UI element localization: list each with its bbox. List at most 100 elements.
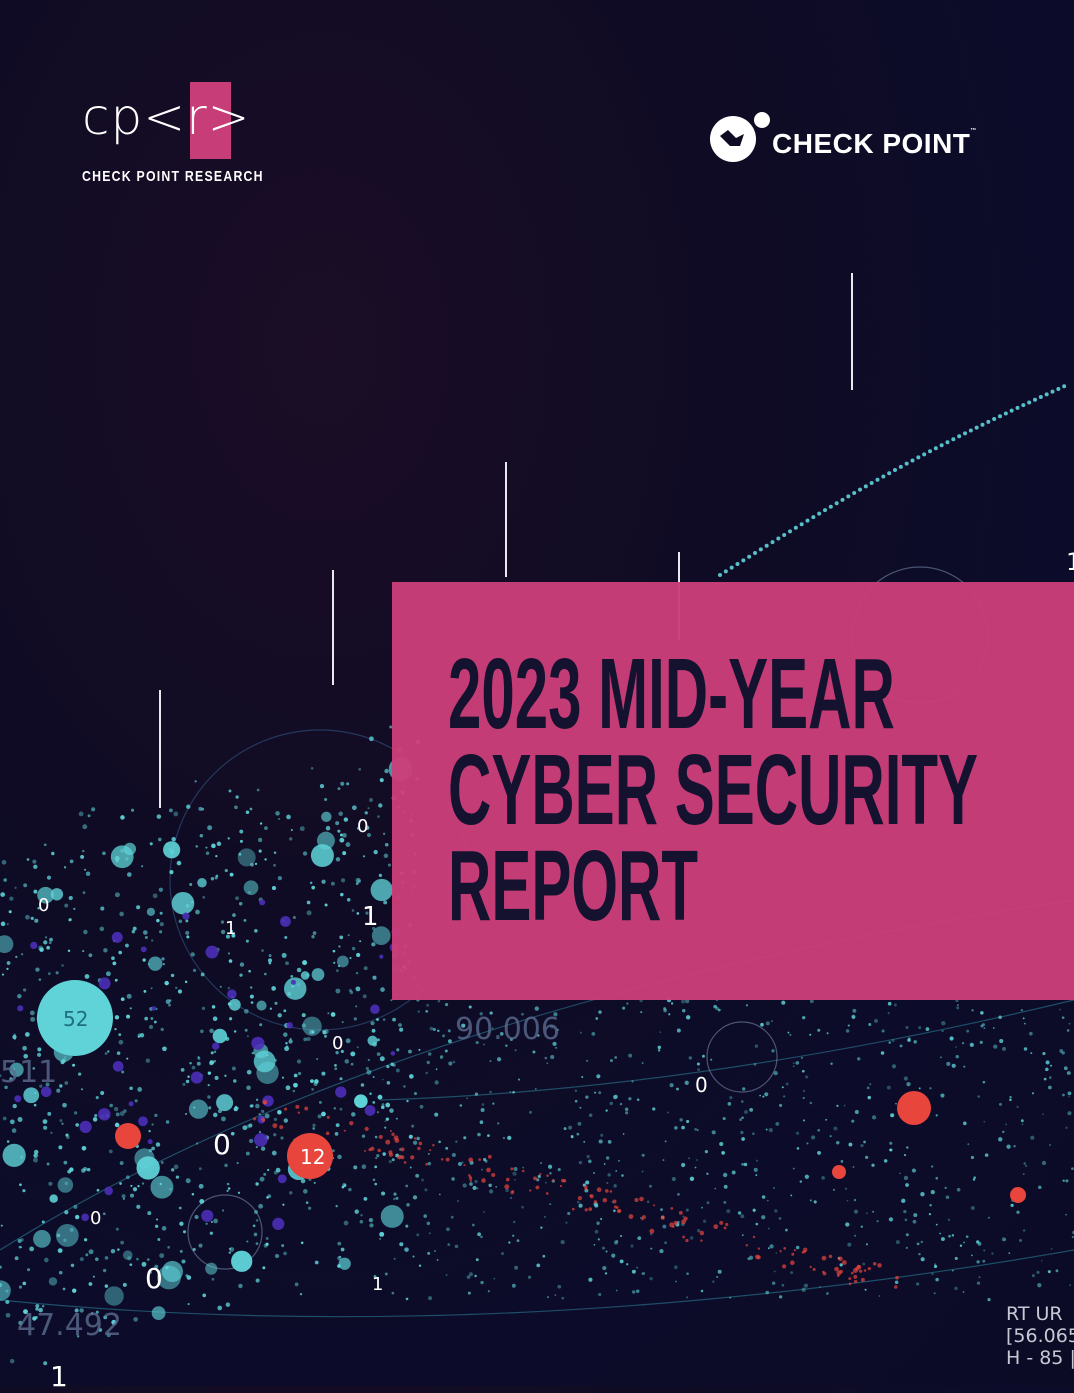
particle-dot <box>14 1256 19 1261</box>
particle-dot <box>145 1058 151 1063</box>
particle-dot <box>809 1265 812 1269</box>
particle-dot <box>289 1037 292 1041</box>
particle-dot <box>410 1155 415 1160</box>
particle-dot <box>714 1187 717 1190</box>
particle-dot <box>182 1082 186 1086</box>
particle-dot <box>716 1275 719 1278</box>
zero-label: 0 <box>357 816 369 837</box>
particle-dot <box>505 1188 509 1193</box>
particle-dot <box>408 1049 412 1054</box>
particle-dot <box>594 1229 599 1234</box>
particle-dot <box>339 833 343 837</box>
particle-dot <box>62 1102 67 1108</box>
particle-dot <box>356 912 360 915</box>
particle-dot <box>56 1088 61 1093</box>
particle-dot <box>151 1123 154 1126</box>
particle-dot <box>338 945 341 948</box>
particle-dot <box>853 1279 858 1284</box>
particle-dot <box>385 1117 390 1121</box>
particle-dot <box>448 1039 452 1044</box>
particle-dot <box>459 1104 463 1107</box>
particle-dot <box>335 1123 340 1128</box>
particle-dot <box>588 1159 592 1164</box>
particle-dot <box>600 1218 603 1220</box>
particle-dot <box>792 1062 795 1065</box>
particle-dot <box>127 1256 132 1261</box>
particle-dot <box>772 1186 776 1190</box>
particle-dot <box>650 1247 653 1250</box>
particle-dot <box>409 1166 412 1169</box>
particle-dot <box>935 1176 939 1180</box>
particle-dot <box>300 1241 304 1245</box>
particle-dot <box>1021 403 1026 408</box>
particle-dot <box>574 1099 578 1103</box>
particle-dot <box>699 1230 705 1236</box>
particle-dot <box>764 543 769 548</box>
particle-dot <box>632 1290 636 1294</box>
particle-dot <box>457 1200 459 1202</box>
particle-dot <box>129 1263 133 1267</box>
particle-dot <box>546 1174 549 1177</box>
particle-dot <box>854 1109 859 1115</box>
particle-dot <box>613 1240 619 1245</box>
particle-dot <box>505 1044 508 1047</box>
particle-dot <box>648 1184 653 1188</box>
particle-dot <box>156 1218 159 1221</box>
particle-dot <box>46 1162 50 1166</box>
particle-dot <box>201 1209 214 1222</box>
particle-dot <box>1050 1064 1053 1067</box>
particle-dot <box>151 939 154 942</box>
particle-dot <box>594 1203 599 1208</box>
particle-dot <box>284 1046 290 1052</box>
particle-dot <box>157 1238 161 1241</box>
particle-dot <box>228 998 241 1011</box>
particle-dot <box>25 1032 30 1037</box>
particle-dot <box>47 972 51 976</box>
particle-dot <box>741 1116 744 1120</box>
particle-dot <box>427 1152 430 1155</box>
particle-dot <box>48 1181 53 1186</box>
particle-dot <box>700 1239 703 1242</box>
particle-dot <box>393 1135 399 1141</box>
particle-dot <box>258 849 262 853</box>
particle-dot <box>346 898 351 902</box>
particle-dot <box>362 855 366 858</box>
particle-dot <box>224 1074 227 1077</box>
particle-dot <box>29 1010 35 1016</box>
particle-dot <box>793 1249 796 1252</box>
particle-dot <box>1 973 5 976</box>
particle-dot <box>238 1283 243 1289</box>
particle-dot <box>199 1199 205 1204</box>
particle-dot <box>367 1035 378 1046</box>
zero-label: 0 <box>38 895 50 916</box>
particle-dot <box>262 1099 268 1105</box>
particle-dot <box>159 1253 165 1259</box>
particle-dot <box>245 810 250 815</box>
particle-dot <box>980 422 985 427</box>
particle-dot <box>250 986 253 989</box>
particle-dot <box>213 1059 217 1063</box>
particle-dot <box>903 1076 908 1081</box>
particle-dot <box>129 1007 132 1010</box>
particle-dot <box>131 930 135 934</box>
particle-dot <box>688 1056 693 1060</box>
particle-dot <box>553 1012 558 1017</box>
particle-dot <box>883 1159 888 1163</box>
particle-dot <box>737 1211 742 1215</box>
particle-dot <box>987 1216 991 1219</box>
particle-dot <box>1062 1179 1065 1182</box>
particle-dot <box>1002 1130 1005 1133</box>
particle-dot <box>384 768 389 774</box>
particle-dot <box>828 504 833 509</box>
particle-dot <box>142 930 148 935</box>
particle-dot <box>609 1059 613 1063</box>
particle-dot <box>701 1206 704 1209</box>
particle-dot <box>838 1256 843 1262</box>
particle-dot <box>137 1033 142 1038</box>
particle-dot <box>184 980 188 984</box>
particle-dot <box>199 833 204 838</box>
particle-dot <box>214 1075 219 1080</box>
particle-dot <box>993 1044 998 1049</box>
particle-dot <box>254 929 258 933</box>
particle-dot <box>290 828 293 831</box>
